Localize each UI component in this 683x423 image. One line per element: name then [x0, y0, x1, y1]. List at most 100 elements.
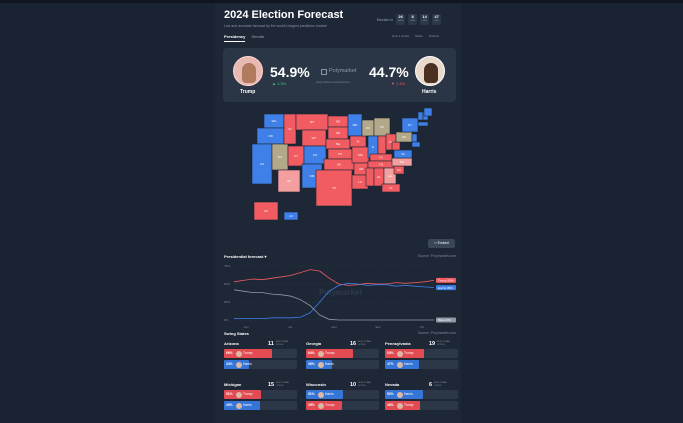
candidate-name: Harris	[325, 362, 334, 366]
state-label: CO	[313, 153, 318, 157]
state-label: OH	[389, 140, 394, 144]
state-ms[interactable]	[365, 167, 375, 187]
candidate-name: Trump	[243, 392, 253, 396]
state-label: FL	[389, 186, 393, 190]
candidate-row: 53% Trump	[385, 349, 458, 358]
trump-avatar	[233, 56, 263, 86]
probability-value: 53%	[387, 351, 394, 355]
polymarket-brand: Polymarket	[329, 68, 357, 74]
candidate-avatar	[236, 350, 242, 357]
state-label: TN	[379, 163, 383, 167]
candidate-name: Trump	[325, 351, 335, 355]
swing-state-name: Wisconsin	[306, 382, 326, 387]
series-line-biden	[233, 289, 434, 321]
polymarket-url[interactable]: polymarket.com/elections	[316, 80, 350, 84]
chart-watermark: Polymarket	[319, 288, 362, 297]
x-tick-label: Jul	[288, 325, 292, 329]
swing-state-header: Nevada 6 ELECTORAL VOTES	[385, 381, 458, 388]
view-tabs: Presidency Senate	[224, 34, 264, 42]
state-wv[interactable]	[391, 141, 401, 151]
candidate-avatar	[397, 361, 403, 368]
state-nj[interactable]	[411, 133, 418, 143]
state-label: AR	[359, 167, 364, 171]
state-md[interactable]	[411, 141, 421, 148]
state-me[interactable]	[423, 108, 433, 117]
state-label: WY	[312, 136, 317, 140]
state-label: KS	[338, 152, 342, 156]
state-label: MI	[380, 125, 383, 129]
swing-state-name: Pennsylvania	[385, 341, 411, 346]
trump-name: Trump	[240, 89, 256, 95]
state-az[interactable]	[277, 169, 301, 193]
swing-state-header: Michigan 15 ELECTORAL VOTES	[224, 381, 297, 388]
state-label: ID	[289, 127, 293, 131]
candidate-avatar	[318, 391, 324, 398]
state-va[interactable]	[393, 149, 413, 159]
polymarket-logo-icon	[321, 69, 327, 75]
probability-bar	[224, 349, 273, 358]
swing-state-wisconsin[interactable]: Wisconsin 10 ELECTORAL VOTES 51% Harris 49% Tr…	[306, 381, 379, 417]
probability-value: 47%	[387, 362, 394, 366]
share-link[interactable]: Share	[415, 34, 424, 38]
candidate-row: 51% Harris	[306, 390, 379, 399]
candidate-name: Trump	[404, 351, 414, 355]
electoral-votes: 19	[429, 340, 436, 347]
candidate-avatar	[397, 350, 403, 357]
candidate-row: 36% Harris	[306, 360, 379, 369]
tab-senate[interactable]: Senate	[251, 34, 265, 39]
x-tick-label: Oct	[420, 325, 425, 329]
state-label: AK	[264, 209, 268, 213]
state-label: KY	[379, 156, 383, 160]
series-line-trump	[233, 269, 435, 286]
state-label: WI	[366, 126, 370, 130]
probability-bar	[224, 390, 262, 399]
candidate-avatar	[318, 350, 324, 357]
state-vt[interactable]	[417, 111, 424, 121]
candidate-avatar	[397, 402, 403, 409]
forecast-source: Source: Polymarket.com	[417, 254, 456, 258]
state-ma[interactable]	[417, 121, 429, 127]
swing-state-georgia[interactable]: Georgia 16 ELECTORAL VOTES 64% Trump 36% Harri…	[306, 340, 379, 376]
embed-link[interactable]: Embed	[429, 34, 439, 38]
state-label: NV	[278, 155, 282, 159]
forecast-chart: 75% 50% 25% 0% Jun Jul Aug Sep Oct Polymarket Trum…	[224, 264, 456, 329]
trump-change: ▲ 1.3%	[272, 81, 287, 86]
series-line-harris	[234, 282, 435, 319]
probability-bar	[306, 390, 344, 399]
right-background	[461, 0, 683, 423]
state-hi[interactable]	[283, 211, 299, 221]
electoral-votes: 6	[429, 381, 433, 388]
state-fl[interactable]	[381, 183, 401, 193]
candidate-row: 66% Trump	[224, 349, 297, 358]
how-it-works-link[interactable]: How it works	[392, 34, 410, 38]
state-label: NC	[400, 160, 405, 164]
probability-bar	[306, 349, 353, 358]
countdown-hours: 8 HRS	[408, 14, 418, 25]
harris-name: Harris	[422, 89, 437, 95]
swing-state-pennsylvania[interactable]: Pennsylvania 19 ELECTORAL VOTES 53% Trump 47%…	[385, 340, 458, 376]
state-in[interactable]	[377, 135, 387, 155]
state-label: MT	[310, 120, 314, 124]
page-subtitle: Live and accurate forecast by the world'…	[224, 24, 327, 28]
tab-presidency[interactable]: Presidency	[224, 34, 246, 42]
harris-pct: 44.7%	[369, 64, 409, 80]
swing-state-michigan[interactable]: Michigan 15 ELECTORAL VOTES 51% Trump 49% Harr…	[224, 381, 297, 417]
forecast-heading[interactable]: Presidential forecast ▾	[224, 254, 267, 259]
state-label: IA	[357, 140, 360, 144]
state-ak[interactable]	[253, 201, 279, 221]
state-tx[interactable]	[315, 169, 353, 207]
series-tag-trump	[436, 277, 456, 283]
y-tick-label: 75%	[224, 264, 230, 268]
swing-heading: Swing States	[224, 331, 249, 336]
state-label: OK	[337, 163, 341, 167]
swing-state-arizona[interactable]: Arizona 11 ELECTORAL VOTES 66% Trump 34% Harri…	[224, 340, 297, 376]
electoral-votes: 16	[350, 340, 357, 347]
probability-value: 51%	[308, 392, 315, 396]
electoral-votes-label: ELECTORAL VOTES	[358, 382, 372, 387]
candidate-avatar	[318, 402, 324, 409]
candidate-row: 48% Trump	[385, 401, 458, 410]
swing-state-nevada[interactable]: Nevada 6 ELECTORAL VOTES 52% Harris 48% Trump	[385, 381, 458, 417]
embed-button[interactable]: ‹› Embed	[428, 239, 455, 248]
x-tick-label: Aug	[331, 325, 337, 329]
forecast-page: 2024 Election Forecast Live and accurate…	[222, 0, 458, 423]
